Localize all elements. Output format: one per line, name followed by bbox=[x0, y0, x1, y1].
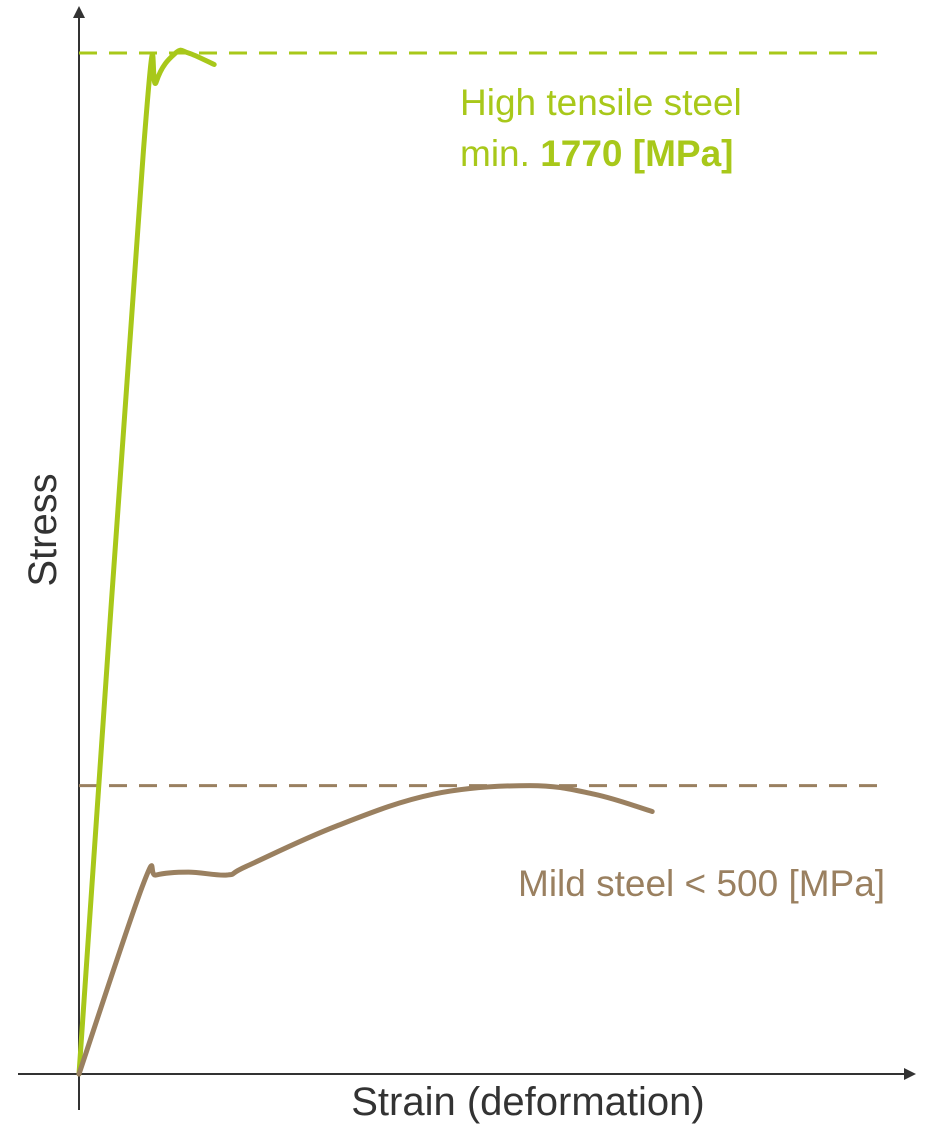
high-tensile-prefix: min. bbox=[460, 133, 540, 174]
mild-steel-label: Mild steel < 500 [MPa] bbox=[518, 863, 885, 904]
y-axis-label: Stress bbox=[21, 473, 65, 586]
high-tensile-label: High tensile steel bbox=[460, 82, 742, 123]
high-tensile-value-label: min. 1770 [MPa] bbox=[460, 133, 734, 174]
high-tensile-steel-curve bbox=[76, 47, 217, 1077]
x-axis-label: Strain (deformation) bbox=[351, 1080, 704, 1124]
mild-steel-curve bbox=[76, 783, 655, 1077]
high-tensile-value: 1770 [MPa] bbox=[540, 133, 733, 174]
